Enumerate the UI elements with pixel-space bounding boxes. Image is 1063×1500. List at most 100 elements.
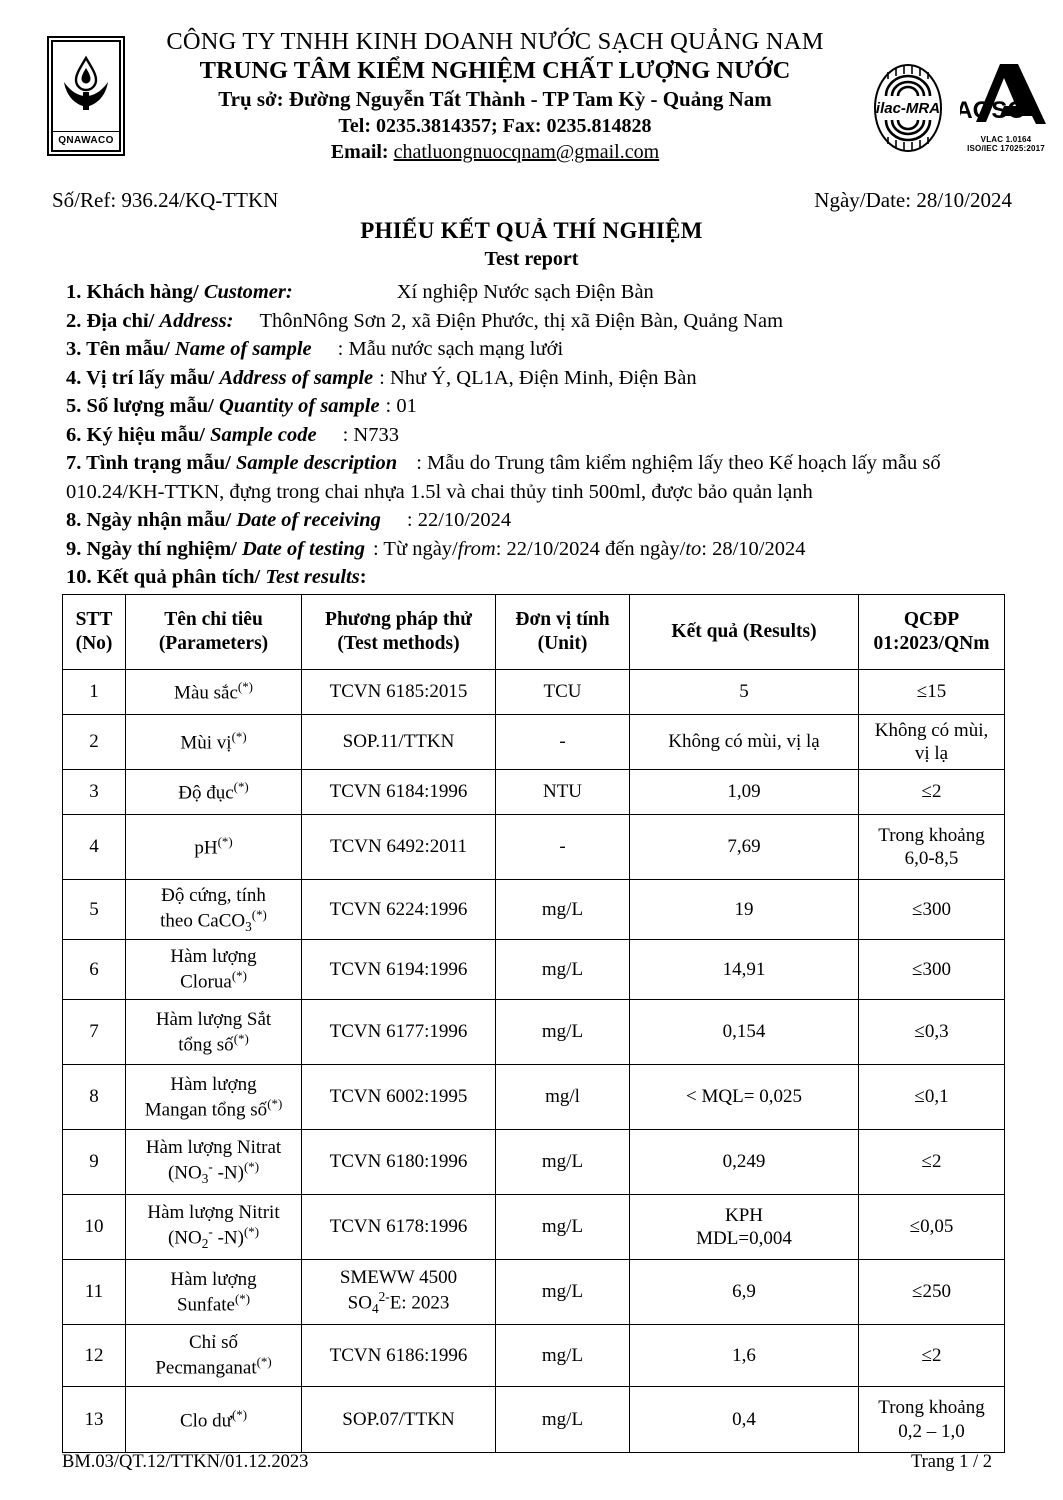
cell-no: 12 [62, 1324, 126, 1387]
info-row-date-testing: 9. Ngày thí nghiệm/ Date of testing : Từ… [66, 535, 1056, 564]
info-row-quantity: 5. Số lượng mẫu/ Quantity of sample : 01 [66, 392, 1056, 421]
cell-result: 14,91 [629, 939, 859, 1000]
qnawaco-logo: QNAWACO [47, 36, 125, 156]
cell-no: 9 [62, 1129, 126, 1195]
cell-no: 11 [62, 1259, 126, 1325]
asterisk-mark: (*) [267, 1095, 283, 1111]
info-row-sample-address: 4. Vị trí lấy mẫu/ Address of sample : N… [66, 364, 1056, 393]
sample-info-list: 1. Khách hàng/ Customer: Xí nghiệp Nước … [66, 278, 1056, 592]
aosc-accreditation-logo: AOSC VLAC 1.0164 ISO/IEC 17025:2017 [955, 60, 1052, 170]
svg-text:AOSC: AOSC [960, 97, 1025, 124]
cell-limit: ≤0,3 [858, 999, 1005, 1065]
cell-no: 6 [62, 939, 126, 1000]
cell-method: TCVN 6185:2015 [301, 669, 496, 715]
cell-result: 0,154 [629, 999, 859, 1065]
cell-method: TCVN 6178:1996 [301, 1194, 496, 1260]
company-name-line1: CÔNG TY TNHH KINH DOANH NƯỚC SẠCH QUẢNG … [166, 28, 824, 55]
info-label-sample-name: 3. Tên mẫu/ Name of sample [66, 338, 312, 360]
asterisk-mark: (*) [251, 906, 267, 922]
cell-method: TCVN 6186:1996 [301, 1324, 496, 1387]
cell-limit: Trong khoảng 6,0-8,5 [858, 814, 1005, 880]
cell-method: TCVN 6002:1995 [301, 1064, 496, 1130]
info-label-date-testing: 9. Ngày thí nghiệm/ Date of testing [66, 537, 365, 560]
asterisk-mark: (*) [233, 1030, 249, 1046]
company-address: Trụ sở: Đường Nguyễn Tất Thành - TP Tam … [218, 86, 772, 111]
cell-parameter: Hàm lượng Nitrat (NO3- -N)(*) [125, 1129, 302, 1195]
th-stt-l1: STT [75, 609, 113, 631]
cell-unit: mg/L [495, 879, 630, 940]
cell-no: 7 [62, 999, 126, 1065]
cell-parameter: Mùi vị(*) [125, 714, 302, 770]
cell-parameter: Hàm lượng Clorua(*) [125, 939, 302, 1000]
footer-form-code: BM.03/QT.12/TTKN/01.12.2023 [62, 1452, 309, 1472]
info-value-quantity: : 01 [385, 395, 417, 417]
th-unit-l2: (Unit) [537, 633, 588, 654]
report-ref-number: Số/Ref: 936.24/KQ-TTKN [52, 188, 279, 212]
info-row-test-results: 10. Kết quả phân tích/ Test results: [66, 563, 1056, 592]
info-label-customer: 1. Khách hàng/ Customer: [66, 281, 293, 303]
aosc-caption-iso: ISO/IEC 17025:2017 [967, 144, 1045, 153]
document-footer: BM.03/QT.12/TTKN/01.12.2023 Trang 1 / 2 [62, 1452, 1004, 1473]
cell-unit: NTU [495, 769, 630, 815]
cell-unit: mg/l [495, 1064, 630, 1130]
cell-method: SMEWW 4500 SO42-E: 2023 [301, 1259, 496, 1325]
cell-unit: mg/L [495, 1324, 630, 1387]
cell-result: 19 [629, 879, 859, 940]
info-value-sample-description: : Mẫu do Trung tâm kiểm nghiệm lấy theo … [416, 452, 941, 474]
cell-limit: Trong khoảng 0,2 – 1,0 [858, 1386, 1005, 1453]
th-limit-l2: 01:2023/QNm [873, 633, 990, 654]
cell-result: < MQL= 0,025 [629, 1064, 859, 1130]
cell-unit: mg/L [495, 1386, 630, 1453]
info-value-sample-name: : Mẫu nước sạch mạng lưới [337, 338, 564, 360]
info-label-sample-code: 6. Ký hiệu mẫu/ Sample code [66, 423, 317, 446]
th-parameters: Tên chỉ tiêu (Parameters) [125, 594, 302, 670]
th-test-methods-l2: (Test methods) [337, 633, 460, 654]
cell-parameter: Độ cứng, tính theo CaCO3(*) [125, 879, 302, 940]
cell-method: TCVN 6177:1996 [301, 999, 496, 1065]
th-unit-l1: Đơn vị tính [515, 609, 610, 631]
table-row: 7 Hàm lượng Sắt tổng số(*) TCVN 6177:199… [62, 999, 1005, 1065]
cell-limit: Không có mùi, vị lạ [858, 714, 1005, 770]
cell-method: TCVN 6194:1996 [301, 939, 496, 1000]
asterisk-mark: (*) [231, 1406, 248, 1422]
cell-unit: mg/L [495, 1259, 630, 1325]
ref-date-row: Số/Ref: 936.24/KQ-TTKN Ngày/Date: 28/10/… [52, 188, 1012, 213]
table-row: 12 Chỉ số Pecmanganat(*) TCVN 6186:1996 … [62, 1324, 1005, 1387]
table-row: 3 Độ đục(*) TCVN 6184:1996 NTU 1,09 ≤2 [62, 769, 1005, 815]
cell-result: 0,249 [629, 1129, 859, 1195]
company-email-line: Email: chatluongnuocqnam@gmail.com [135, 139, 855, 165]
cell-result: 0,4 [629, 1386, 859, 1453]
cell-limit: ≤250 [858, 1259, 1005, 1325]
info-label-date-receiving: 8. Ngày nhận mẫu/ Date of receiving [66, 509, 381, 531]
asterisk-mark: (*) [234, 1290, 251, 1306]
cell-method: TCVN 6180:1996 [301, 1129, 496, 1195]
cell-unit: mg/L [495, 939, 630, 1000]
cell-result: 1,6 [629, 1324, 859, 1387]
info-row-customer: 1. Khách hàng/ Customer: Xí nghiệp Nước … [66, 278, 1056, 307]
cell-result: 1,09 [629, 769, 859, 815]
th-parameters-l2: (Parameters) [158, 633, 269, 654]
cell-limit: ≤0,05 [858, 1194, 1005, 1260]
footer-page-number: Trang 1 / 2 [910, 1452, 992, 1472]
info-label-address: 2. Địa chỉ/ Address: [66, 309, 234, 332]
th-limit-l1: QCĐP [903, 609, 960, 631]
cell-no: 5 [62, 879, 126, 940]
document-header: QNAWACO CÔNG TY TNHH KINH DOANH NƯỚC SẠC… [0, 28, 1063, 178]
cell-no: 8 [62, 1064, 126, 1130]
cell-parameter: Chỉ số Pecmanganat(*) [125, 1324, 302, 1387]
cell-unit: - [495, 814, 630, 880]
water-drop-hands-icon [53, 50, 119, 120]
info-row-sample-name: 3. Tên mẫu/ Name of sample : Mẫu nước sạ… [66, 335, 1056, 364]
asterisk-mark: (*) [233, 779, 249, 795]
info-value-sample-description-line2: 010.24/KH-TTKN, đựng trong chai nhựa 1.5… [66, 480, 813, 503]
info-label-sample-address: 4. Vị trí lấy mẫu/ Address of sample [66, 366, 374, 389]
cell-parameter: Hàm lượng Nitrit (NO2- -N)(*) [125, 1194, 302, 1260]
th-stt-l2: (No) [75, 633, 113, 654]
th-stt: STT (No) [62, 594, 126, 670]
cell-limit: ≤300 [858, 939, 1005, 1000]
cell-no: 3 [62, 769, 126, 815]
email-address[interactable]: chatluongnuocqnam@gmail.com [393, 141, 660, 164]
info-value-date-testing: : Từ ngày/from: 22/10/2024 đến ngày/to: … [372, 537, 806, 560]
cell-result: KPH MDL=0,004 [629, 1194, 859, 1260]
